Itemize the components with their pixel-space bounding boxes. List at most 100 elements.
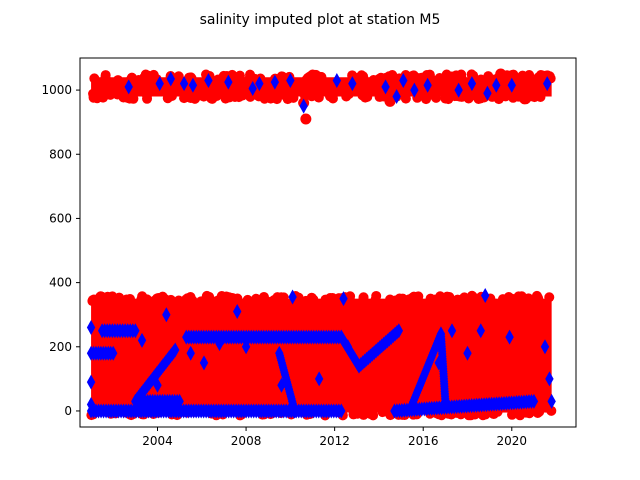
x-tick-label: 2008 — [231, 434, 262, 448]
red-point — [288, 92, 299, 103]
blue-point — [434, 355, 443, 371]
blue-point — [86, 374, 96, 390]
blue-point — [339, 291, 348, 307]
blue-point — [447, 323, 457, 339]
red-point — [517, 71, 528, 82]
red-point — [312, 91, 323, 102]
blue-point — [199, 355, 209, 371]
blue-point — [463, 345, 472, 361]
red-point — [242, 294, 253, 305]
red-point — [276, 292, 287, 303]
red-point — [222, 292, 233, 303]
red-point — [133, 74, 144, 85]
red-point — [459, 90, 470, 101]
blue-point — [137, 332, 147, 348]
blue-point — [215, 336, 224, 352]
blue-point — [188, 77, 198, 93]
blue-point — [290, 403, 299, 419]
red-point — [148, 69, 159, 80]
red-point — [513, 291, 524, 302]
red-point — [196, 296, 207, 307]
blue-point — [155, 76, 164, 92]
red-point — [343, 89, 354, 100]
red-point — [308, 294, 319, 305]
red-point — [483, 71, 494, 82]
blue-point — [186, 345, 195, 361]
red-point — [404, 74, 415, 85]
red-point — [173, 295, 184, 306]
red-point — [96, 291, 107, 302]
blue-point — [507, 77, 516, 93]
red-point — [159, 294, 170, 305]
red-point — [257, 294, 268, 305]
red-point — [113, 75, 124, 86]
blue-point — [224, 74, 233, 90]
blue-point — [337, 403, 346, 419]
y-axis: 0 200 400 600 800 1000 — [41, 83, 80, 418]
blue-point — [423, 77, 432, 93]
blue-point — [483, 85, 492, 101]
blue-point — [410, 82, 419, 98]
blue-point — [131, 323, 140, 339]
red-point — [91, 91, 102, 102]
blue-point — [529, 393, 539, 409]
blue-point — [248, 80, 257, 96]
blue-point — [543, 76, 552, 92]
blue-point — [270, 74, 280, 90]
blue-point — [454, 82, 463, 98]
red-point — [467, 90, 478, 101]
red-point — [467, 290, 478, 301]
x-tick-label: 2020 — [497, 434, 528, 448]
red-point — [421, 70, 432, 81]
red-point — [301, 74, 312, 85]
red-point — [387, 70, 398, 81]
blue-point — [441, 393, 450, 409]
red-point — [519, 94, 530, 105]
red-point — [180, 90, 191, 101]
x-tick-label: 2016 — [408, 434, 439, 448]
red-point — [348, 409, 359, 420]
blue-point — [277, 377, 286, 393]
blue-point — [545, 371, 554, 387]
red-point — [149, 295, 160, 306]
blue-point — [343, 339, 353, 355]
blue-point — [392, 89, 401, 105]
red-point — [375, 72, 386, 83]
red-point — [385, 294, 396, 305]
y-tick-label: 400 — [49, 276, 72, 290]
red-point — [344, 294, 355, 305]
red-point — [213, 74, 224, 85]
red-point — [233, 92, 244, 103]
red-point — [100, 72, 111, 83]
blue-point — [505, 329, 514, 345]
blue-point — [288, 289, 297, 305]
blue-point — [241, 339, 251, 355]
plot-frame — [79, 57, 577, 428]
chart-title: salinity imputed plot at station M5 — [200, 12, 441, 28]
blue-point — [332, 72, 342, 88]
blue-point — [314, 371, 324, 387]
blue-point — [476, 323, 485, 339]
blue-point — [86, 320, 96, 336]
red-point — [89, 73, 100, 84]
blue-point — [204, 72, 213, 88]
blue-point — [171, 342, 180, 358]
red-point — [452, 294, 463, 305]
x-axis: 2004 2008 2012 2016 2020 — [142, 427, 527, 448]
red-point — [524, 408, 535, 419]
red-point — [493, 90, 504, 101]
red-point — [187, 295, 198, 306]
blue-point — [547, 393, 556, 409]
blue-point — [233, 303, 242, 319]
y-tick-label: 1000 — [41, 83, 72, 97]
red-point — [189, 92, 200, 103]
red-point — [124, 93, 135, 104]
x-tick-label: 2012 — [319, 434, 350, 448]
red-point — [370, 294, 381, 305]
red-point — [531, 290, 542, 301]
red-point — [544, 292, 555, 303]
blue-point — [86, 397, 96, 413]
red-point — [113, 296, 124, 307]
red-point — [360, 92, 371, 103]
